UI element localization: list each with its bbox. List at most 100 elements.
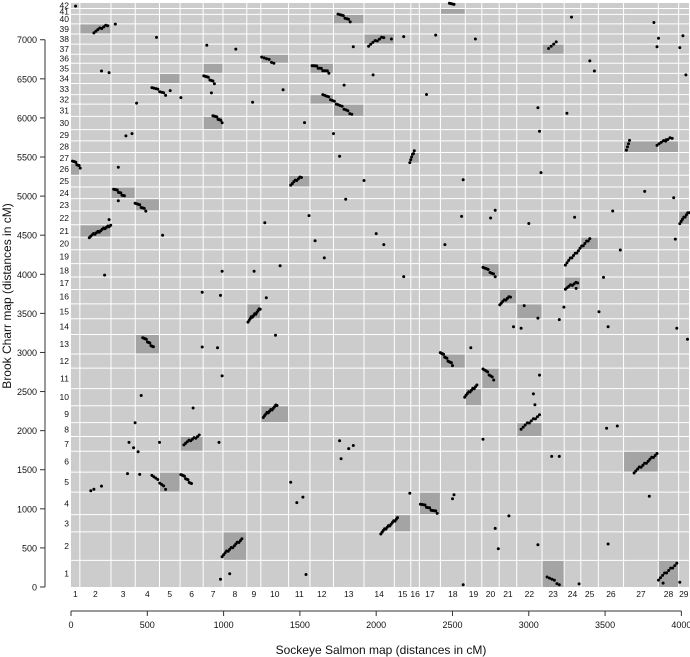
marker-point xyxy=(675,326,679,330)
marker-point xyxy=(161,233,165,237)
marker-point xyxy=(258,307,262,311)
marker-point xyxy=(179,96,183,100)
marker-point xyxy=(411,152,415,156)
marker-point xyxy=(522,304,526,308)
y-group-label: 34 xyxy=(60,73,70,83)
marker-point xyxy=(652,21,656,24)
marker-point xyxy=(378,37,381,41)
marker-point xyxy=(493,526,497,530)
marker-point xyxy=(275,404,279,407)
marker-point xyxy=(632,471,636,475)
marker-point xyxy=(531,392,535,396)
marker-point xyxy=(116,199,120,203)
marker-point xyxy=(346,109,350,113)
marker-point xyxy=(313,239,317,243)
marker-point xyxy=(661,581,665,585)
marker-point xyxy=(382,36,386,40)
marker-point xyxy=(350,112,354,116)
x-tick-label: 2000 xyxy=(366,620,386,630)
marker-point xyxy=(512,325,515,329)
syntenic-block xyxy=(580,237,599,250)
y-tick-label: 7000 xyxy=(17,35,37,45)
x-tick-label: 500 xyxy=(140,620,155,630)
y-group-label: 1 xyxy=(64,569,69,579)
marker-point xyxy=(215,115,219,119)
marker-point xyxy=(641,463,645,467)
marker-point xyxy=(675,561,679,565)
marker-point xyxy=(552,42,556,46)
marker-point xyxy=(139,394,143,397)
marker-point xyxy=(122,194,126,198)
marker-point xyxy=(572,254,575,257)
marker-point xyxy=(113,22,117,26)
y-group-label: 17 xyxy=(60,278,70,288)
marker-point xyxy=(228,572,232,576)
y-group-label: 39 xyxy=(60,24,70,34)
marker-point xyxy=(156,478,160,481)
syntenic-block xyxy=(260,405,289,423)
marker-point xyxy=(332,99,336,103)
y-group-label: 12 xyxy=(60,356,70,366)
marker-point xyxy=(375,39,379,43)
x-tick-label: 1500 xyxy=(290,620,310,630)
marker-point xyxy=(136,450,140,454)
marker-point xyxy=(151,345,155,349)
marker-point xyxy=(519,326,523,330)
y-tick-label: 4500 xyxy=(17,231,37,241)
marker-point xyxy=(557,583,561,587)
y-axis-label: Brook Charr map (distances in cM) xyxy=(0,203,14,388)
marker-point xyxy=(627,142,630,146)
y-tick-label: 6000 xyxy=(17,113,37,123)
x-group-label: 1 xyxy=(73,589,78,599)
marker-point xyxy=(344,197,348,201)
marker-point xyxy=(338,439,342,443)
x-group-label: 14 xyxy=(374,589,384,599)
marker-point xyxy=(539,171,543,175)
marker-point xyxy=(100,69,103,73)
syntenic-block xyxy=(481,368,500,389)
marker-point xyxy=(340,104,344,108)
marker-point xyxy=(657,578,660,582)
marker-point xyxy=(212,82,216,86)
x-group-label: 21 xyxy=(503,589,513,599)
marker-point xyxy=(527,421,531,425)
y-group-label: 19 xyxy=(60,252,70,262)
y-group-label: 27 xyxy=(60,153,70,163)
x-group-label: 6 xyxy=(189,589,194,599)
marker-point xyxy=(451,497,454,501)
marker-point xyxy=(592,69,596,73)
x-group-label: 27 xyxy=(636,589,646,599)
marker-point xyxy=(322,256,326,260)
marker-point xyxy=(127,440,131,444)
marker-point xyxy=(435,511,439,515)
x-group-label: 15 xyxy=(398,589,408,599)
axes: 0500100015002000250030003500400045005000… xyxy=(17,1,690,630)
x-group-label: 7 xyxy=(211,589,216,599)
marker-point xyxy=(374,232,378,236)
y-group-label: 36 xyxy=(60,54,70,64)
y-group-label: 10 xyxy=(60,392,70,402)
y-group-label: 14 xyxy=(60,322,70,332)
marker-point xyxy=(673,564,677,568)
marker-point xyxy=(281,88,285,92)
marker-point xyxy=(671,566,675,570)
marker-point xyxy=(486,370,490,374)
x-group-label: 4 xyxy=(145,589,150,599)
y-group-label: 4 xyxy=(64,498,69,508)
x-group-label: 5 xyxy=(167,589,172,599)
marker-point xyxy=(557,454,561,458)
x-group-label: 11 xyxy=(295,589,304,599)
y-group-label: 25 xyxy=(60,176,70,186)
marker-point xyxy=(209,91,213,95)
marker-point xyxy=(615,424,619,428)
syntenic-block xyxy=(542,560,565,587)
marker-point xyxy=(533,403,537,407)
marker-point xyxy=(119,191,123,195)
marker-point xyxy=(135,101,139,105)
marker-point xyxy=(550,454,554,458)
marker-point xyxy=(452,493,456,497)
marker-point xyxy=(443,243,447,247)
y-group-label: 13 xyxy=(60,339,70,349)
x-group-label: 9 xyxy=(251,589,256,599)
marker-point xyxy=(92,31,96,35)
